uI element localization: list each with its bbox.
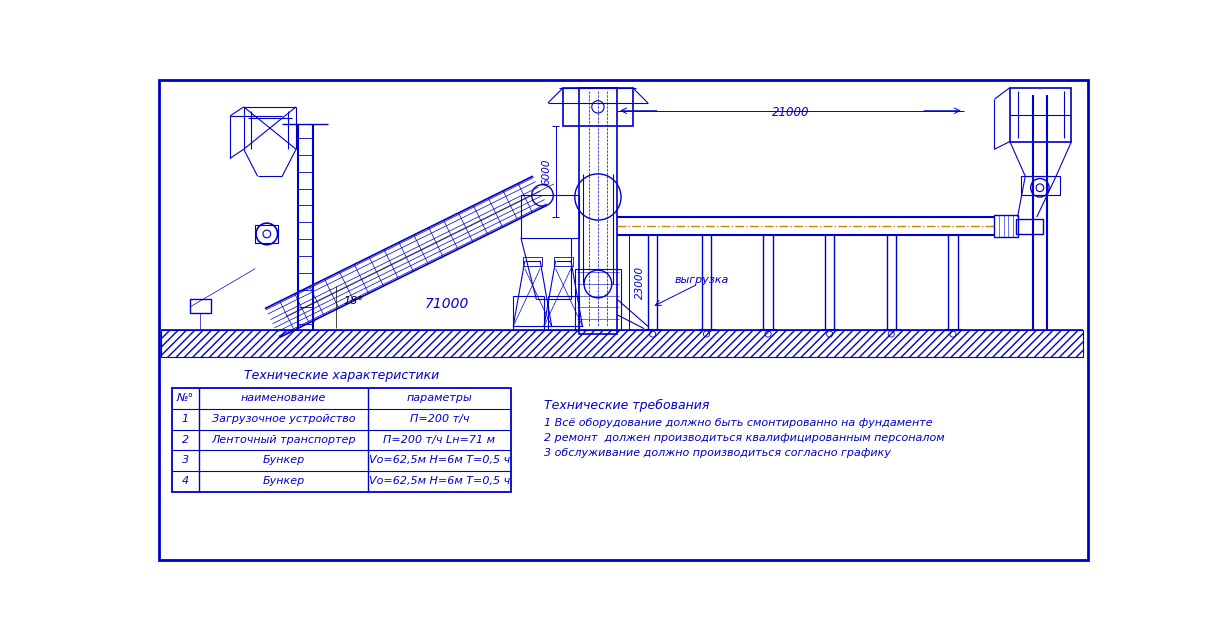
Text: 1: 1 [181,414,189,424]
Text: Бункер: Бункер [263,476,305,486]
Bar [1021,176,1060,195]
Bar [554,257,572,266]
Text: 71000: 71000 [425,297,470,311]
Text: 21000: 21000 [772,106,809,119]
Text: наименование: наименование [241,393,326,403]
Bar [994,216,1017,237]
Text: Загрузочное устройство: Загрузочное устройство [212,414,355,424]
Text: Технические требования: Технические требования [544,399,710,412]
Text: 6000: 6000 [542,158,551,184]
Text: Vо=62,5м H=6м T=0,5 ч: Vо=62,5м H=6м T=0,5 ч [369,476,510,486]
Text: 3: 3 [181,455,189,465]
Bar [161,330,1083,357]
Bar [574,269,621,330]
Bar [521,195,578,238]
Text: Vо=62,5м H=6м T=0,5 ч: Vо=62,5м H=6м T=0,5 ч [369,455,510,465]
Text: Бункер: Бункер [263,455,305,465]
Text: 18°: 18° [343,296,363,306]
Bar [548,295,578,330]
Text: выгрузка: выгрузка [674,275,729,285]
Text: Ленточный транспортер: Ленточный транспортер [212,434,357,444]
Bar [172,388,511,492]
Bar [1016,219,1043,234]
Bar [514,295,544,330]
Bar [1010,87,1071,141]
Text: 3 обслуживание должно производиться согласно графику: 3 обслуживание должно производиться согл… [544,448,891,458]
Bar [190,299,212,313]
Bar [523,257,542,266]
Text: 23000: 23000 [635,266,645,299]
Text: 2 ремонт  должен производиться квалифицированным персоналом: 2 ремонт должен производиться квалифицир… [544,433,944,443]
Text: параметры: параметры [406,393,472,403]
Text: 1 Всё оборудование должно быть смонтированно на фундаменте: 1 Всё оборудование должно быть смонтиров… [544,418,932,427]
Text: Технические характеристики: Технические характеристики [243,369,439,382]
Text: 2: 2 [181,434,189,444]
Text: П=200 т/ч Lн=71 м: П=200 т/ч Lн=71 м [383,434,495,444]
Bar [256,224,279,243]
Text: П=200 т/ч: П=200 т/ч [410,414,469,424]
Text: №°: №° [176,393,194,403]
Bar [563,87,633,126]
Text: 4: 4 [181,476,189,486]
Bar [578,87,617,334]
